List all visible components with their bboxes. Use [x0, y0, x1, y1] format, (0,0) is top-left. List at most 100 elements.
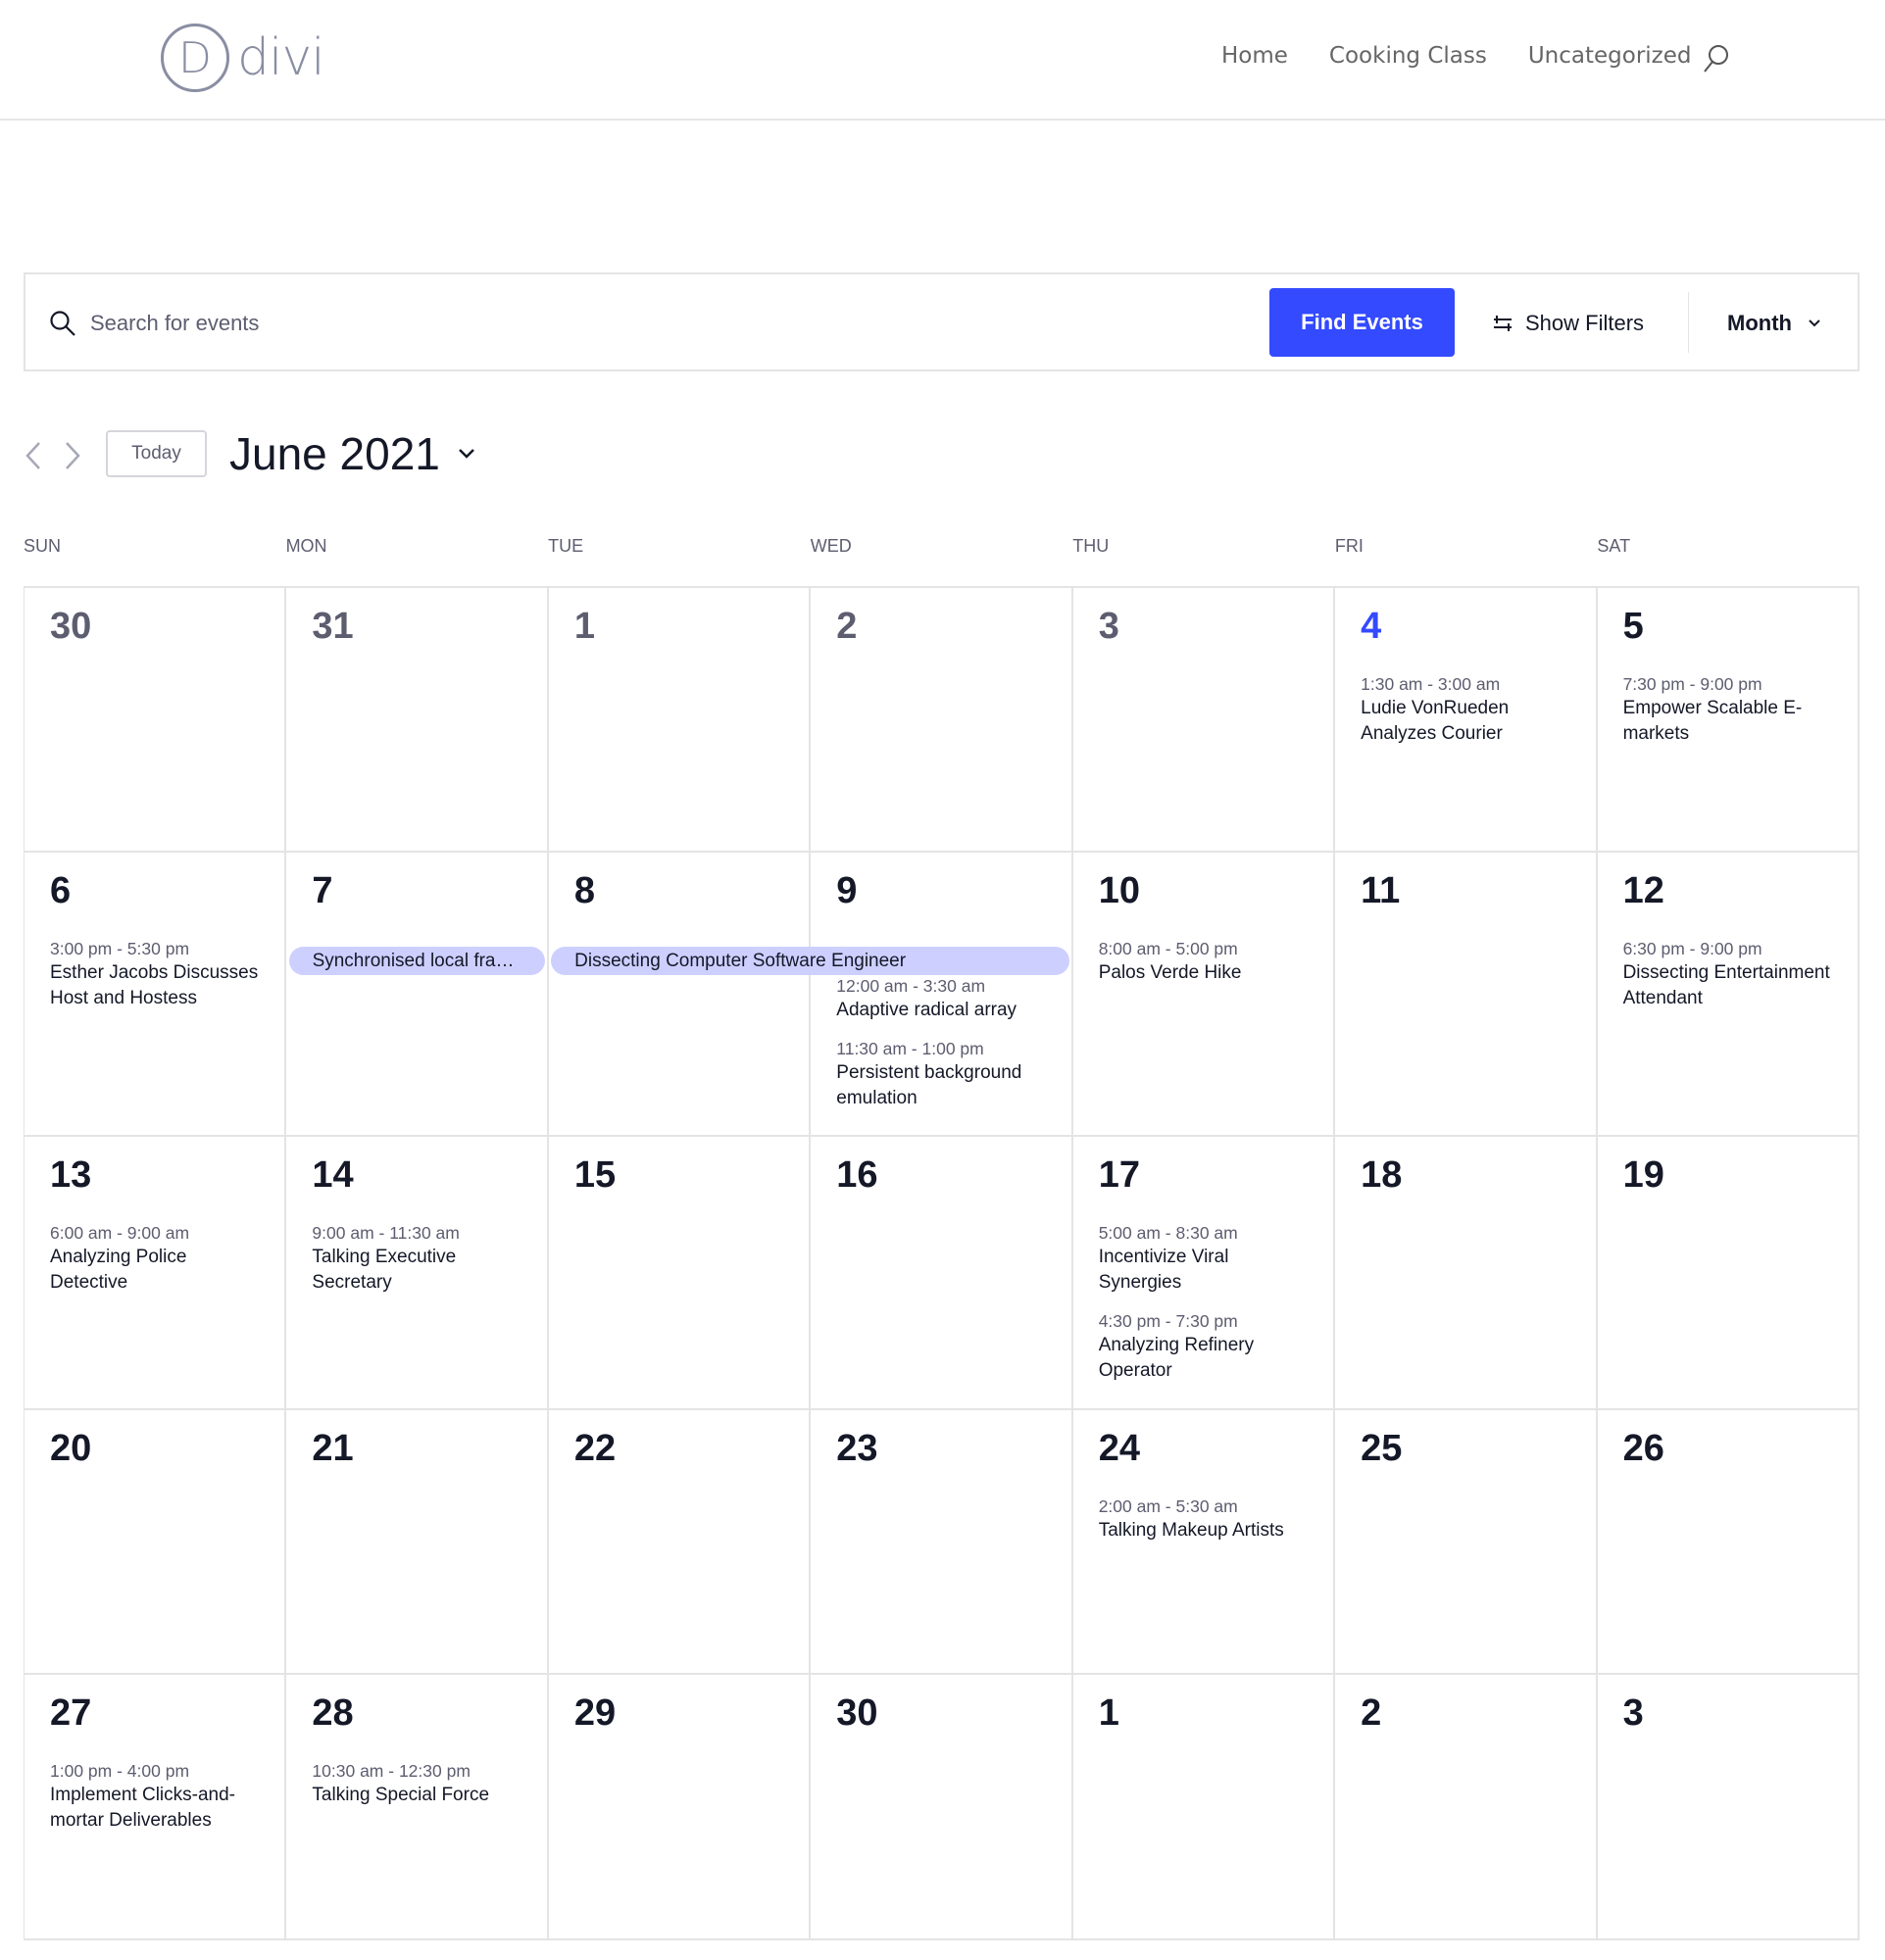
- day-cell[interactable]: 10 8:00 am - 5:00 pm Palos Verde Hike: [1073, 853, 1336, 1135]
- day-cell[interactable]: 5 7:30 pm - 9:00 pm Empower Scalable E-mar…: [1598, 588, 1860, 851]
- event-time: 5:00 am - 8:30 am: [1098, 1223, 1238, 1243]
- calendar-event[interactable]: 6:30 pm - 9:00 pm Dissecting Entertainmen…: [1623, 937, 1838, 1011]
- prev-month-icon[interactable]: [22, 439, 45, 472]
- day-cell[interactable]: 16: [811, 1137, 1073, 1408]
- day-cell[interactable]: 30: [811, 1675, 1073, 1938]
- event-title[interactable]: Implement Clicks-and-mortar Deliverables: [50, 1785, 235, 1831]
- day-cell[interactable]: 4 1:30 am - 3:00 am Ludie VonRueden Analyz…: [1335, 588, 1598, 851]
- day-number: 18: [1361, 1154, 1403, 1196]
- event-title[interactable]: Dissecting Entertainment Attendant: [1622, 962, 1830, 1008]
- weekday-label: SAT: [1597, 536, 1631, 556]
- day-cell[interactable]: 1: [1073, 1675, 1336, 1938]
- weekday-label: TUE: [548, 536, 584, 556]
- show-filters-button[interactable]: Show Filters: [1492, 302, 1644, 345]
- day-cell[interactable]: 12 6:30 pm - 9:00 pm Dissecting Entertainm…: [1598, 853, 1860, 1135]
- day-cell[interactable]: 22: [549, 1410, 812, 1673]
- calendar-event[interactable]: 1:00 pm - 4:00 pm Implement Clicks-and-mo…: [50, 1759, 265, 1834]
- show-filters-label: Show Filters: [1525, 311, 1645, 335]
- event-title[interactable]: Analyzing Police Detective: [50, 1247, 187, 1293]
- day-cell[interactable]: 27 1:00 pm - 4:00 pm Implement Clicks-and-…: [25, 1675, 287, 1938]
- calendar-event[interactable]: 7:30 pm - 9:00 pm Empower Scalable E-mark…: [1623, 672, 1838, 747]
- day-cell[interactable]: 13 6:00 am - 9:00 am Analyzing Police Dete…: [25, 1137, 287, 1408]
- nav-uncategorized[interactable]: Uncategorized: [1527, 43, 1692, 69]
- event-title[interactable]: Analyzing Refinery Operator: [1098, 1335, 1255, 1381]
- day-cell[interactable]: 21: [286, 1410, 549, 1673]
- event-title[interactable]: Talking Special Force: [312, 1785, 490, 1805]
- divi-logo[interactable]: D divi: [161, 24, 325, 92]
- find-events-button[interactable]: Find Events: [1269, 288, 1455, 357]
- event-title[interactable]: Ludie VonRueden Analyzes Courier: [1361, 698, 1510, 744]
- calendar-event[interactable]: 1:30 am - 3:00 am Ludie VonRueden Analyze…: [1361, 672, 1575, 747]
- nav-home[interactable]: Home: [1221, 43, 1288, 69]
- calendar-event[interactable]: 2:00 am - 5:30 am Talking Makeup Artists: [1099, 1494, 1314, 1544]
- next-month-icon[interactable]: [61, 439, 84, 472]
- day-cell[interactable]: 24 2:00 am - 5:30 am Talking Makeup Artist…: [1073, 1410, 1336, 1673]
- day-cell[interactable]: 11: [1335, 853, 1598, 1135]
- multiday-event-bar[interactable]: Dissecting Computer Software Engineer: [551, 947, 1070, 975]
- day-number: 11: [1361, 870, 1401, 911]
- event-time: 7:30 pm - 9:00 pm: [1622, 674, 1762, 694]
- day-cell[interactable]: 23: [811, 1410, 1073, 1673]
- calendar-event[interactable]: 9:00 am - 11:30 am Talking Executive Secr…: [312, 1221, 526, 1296]
- calendar-event[interactable]: 3:00 pm - 5:30 pm Esther Jacobs Discusses…: [50, 937, 265, 1011]
- day-number: 10: [1098, 870, 1140, 911]
- event-title[interactable]: Persistent background emulation: [836, 1062, 1022, 1108]
- day-number: 23: [836, 1428, 878, 1469]
- calendar-event[interactable]: 12:00 am - 3:30 am Adaptive radical array: [836, 974, 1051, 1023]
- day-cell[interactable]: 2: [811, 588, 1073, 851]
- day-cell[interactable]: 26: [1598, 1410, 1860, 1673]
- day-cell[interactable]: 28 10:30 am - 12:30 pm Talking Special For…: [286, 1675, 549, 1938]
- day-cell[interactable]: 8: [549, 853, 812, 1135]
- day-number: 22: [573, 1428, 617, 1469]
- day-cell[interactable]: 14 9:00 am - 11:30 am Talking Executive Se…: [286, 1137, 549, 1408]
- site-header: D divi Home Cooking Class Uncategorized: [0, 0, 1885, 121]
- weekday-label: WED: [810, 536, 852, 556]
- event-title[interactable]: Incentivize Viral Synergies: [1098, 1247, 1229, 1293]
- day-number: 31: [312, 606, 354, 647]
- event-time: 4:30 pm - 7:30 pm: [1098, 1311, 1238, 1331]
- day-cell[interactable]: 30: [25, 588, 287, 851]
- event-title[interactable]: Esther Jacobs Discusses Host and Hostess: [50, 962, 259, 1008]
- day-number: 4: [1361, 606, 1382, 647]
- month-picker[interactable]: June 2021: [229, 427, 475, 480]
- view-selector[interactable]: Month: [1727, 302, 1821, 345]
- multiday-event-bar[interactable]: Synchronised local fra…: [288, 947, 546, 975]
- day-cell[interactable]: 2: [1335, 1675, 1598, 1938]
- day-cell[interactable]: 7: [286, 853, 549, 1135]
- day-cell[interactable]: 3: [1598, 1675, 1860, 1938]
- search-icon[interactable]: [1702, 43, 1731, 74]
- day-cell[interactable]: 19: [1598, 1137, 1860, 1408]
- event-title[interactable]: Adaptive radical array: [836, 1000, 1017, 1020]
- day-cell[interactable]: 20: [25, 1410, 287, 1673]
- day-cell[interactable]: 6 3:00 pm - 5:30 pm Esther Jacobs Discusse…: [25, 853, 287, 1135]
- day-cell[interactable]: 3: [1073, 588, 1336, 851]
- day-cell[interactable]: 1: [549, 588, 812, 851]
- event-title[interactable]: Empower Scalable E-markets: [1622, 698, 1803, 744]
- event-time: 12:00 am - 3:30 am: [836, 976, 986, 996]
- nav-cooking-class[interactable]: Cooking Class: [1328, 43, 1487, 69]
- event-time: 10:30 am - 12:30 pm: [312, 1761, 471, 1781]
- calendar-event[interactable]: 11:30 am - 1:00 pm Persistent background …: [836, 1037, 1051, 1111]
- calendar-event[interactable]: 5:00 am - 8:30 am Incentivize Viral Syner…: [1099, 1221, 1314, 1296]
- search-input[interactable]: [90, 302, 1168, 345]
- day-cell[interactable]: 29: [549, 1675, 812, 1938]
- calendar-event[interactable]: 4:30 pm - 7:30 pm Analyzing Refinery Oper…: [1099, 1309, 1314, 1384]
- event-time: 1:00 pm - 4:00 pm: [50, 1761, 190, 1781]
- calendar-event[interactable]: 10:30 am - 12:30 pm Talking Special Force: [312, 1759, 526, 1808]
- today-button[interactable]: Today: [106, 430, 207, 477]
- day-cell[interactable]: 31: [286, 588, 549, 851]
- calendar-week: 13 6:00 am - 9:00 am Analyzing Police Dete…: [25, 1137, 1860, 1410]
- event-time: 9:00 am - 11:30 am: [312, 1223, 460, 1243]
- day-cell[interactable]: 25: [1335, 1410, 1598, 1673]
- event-title[interactable]: Talking Makeup Artists: [1098, 1520, 1284, 1541]
- filters-icon: [1494, 316, 1512, 331]
- event-title[interactable]: Palos Verde Hike: [1098, 962, 1242, 983]
- day-cell[interactable]: 9 12:00 am - 3:30 am Adaptive radical arra…: [811, 853, 1073, 1135]
- event-title[interactable]: Talking Executive Secretary: [312, 1247, 457, 1293]
- calendar-event[interactable]: 6:00 am - 9:00 am Analyzing Police Detect…: [50, 1221, 265, 1296]
- day-cell[interactable]: 18: [1335, 1137, 1598, 1408]
- calendar-event[interactable]: 8:00 am - 5:00 pm Palos Verde Hike: [1099, 937, 1314, 986]
- day-cell[interactable]: 15: [549, 1137, 812, 1408]
- day-number: 8: [573, 870, 595, 911]
- day-cell[interactable]: 17 5:00 am - 8:30 am Incentivize Viral Syn…: [1073, 1137, 1336, 1408]
